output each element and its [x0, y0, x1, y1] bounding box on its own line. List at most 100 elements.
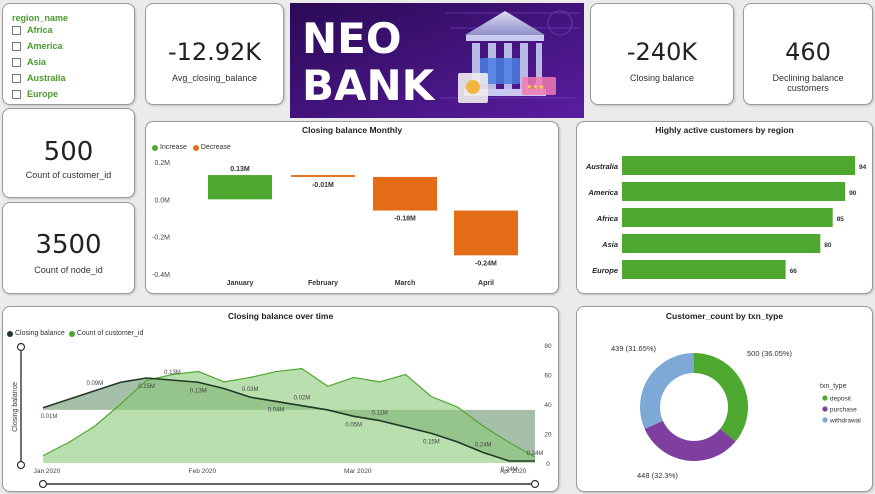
y2-tick-label: 40: [544, 402, 552, 409]
checkbox-icon[interactable]: [12, 73, 21, 83]
checkbox-icon[interactable]: [12, 25, 21, 35]
time-area-plot: 80 60 40 20 0 Closing balance 0.01M 0.09M 0.15M 0…: [12, 342, 552, 489]
waterfall-bar: [208, 175, 272, 200]
bank-building-icon: ★★★: [458, 11, 556, 103]
closing-balance-line: [42, 377, 535, 462]
time-chart-title: Closing balance over time: [227, 311, 334, 321]
horizontal-zoom-slider-handle: [530, 479, 540, 489]
banner-title-line1: NEO: [302, 14, 402, 63]
kpi-customers-label: Count of customer_id: [25, 170, 112, 180]
slicer-item-europe[interactable]: Europe: [12, 89, 58, 99]
region-bar-plot: Australia 94 America 90 Africa 85 Asia 80 Europe…: [585, 156, 867, 279]
slicer-item-africa[interactable]: Africa: [12, 25, 53, 35]
legend-customer-count: Count of customer_id: [68, 330, 143, 337]
region-slicer[interactable]: region_name Africa America Asia Australi…: [2, 3, 135, 105]
neo-bank-banner: ★★★ NEO BANK: [290, 3, 584, 118]
region-bar: [622, 234, 821, 253]
time-value-label: 0.02M: [294, 396, 311, 402]
region-data-label: 90: [849, 190, 857, 197]
x-tick-label: Feb 2020: [189, 468, 217, 475]
region-chart-title: Highly active customers by region: [655, 125, 794, 135]
donut-legend-title: txn_type: [820, 383, 847, 390]
time-value-label: 0.01M: [41, 414, 58, 420]
time-value-label: 0.09M: [86, 381, 103, 387]
legend-closing-balance: Closing balance: [7, 330, 65, 337]
kpi-customers-card: 500 Count of customer_id: [2, 108, 135, 198]
checkbox-icon[interactable]: [12, 41, 21, 51]
kpi-closing-value: -240K: [626, 38, 698, 66]
region-tick-label: Asia: [601, 240, 618, 249]
legend-increase: Increase: [152, 144, 187, 151]
y-tick-label: 0.0M: [154, 197, 170, 204]
slicer-title: region_name: [12, 13, 69, 23]
time-value-label: 0.24M: [501, 467, 518, 473]
x-tick-label: Jan 2020: [34, 468, 61, 475]
region-data-label: 66: [790, 268, 798, 275]
slicer-item-america[interactable]: America: [12, 41, 63, 51]
closing-over-time-chart[interactable]: Closing balance over time Closing balanc…: [2, 306, 559, 492]
y-tick-label: -0.2M: [152, 235, 170, 242]
region-tick-label: Europe: [592, 266, 618, 275]
region-activity-chart[interactable]: Highly active customers by region Austra…: [576, 121, 873, 294]
waterfall-data-label: -0.18M: [394, 216, 416, 223]
customer-count-line: [42, 367, 536, 458]
kpi-closing-card: -240K Closing balance: [590, 3, 734, 105]
monthly-closing-chart[interactable]: Closing balance Monthly Increase Decreas…: [145, 121, 559, 294]
donut-slice: [644, 420, 736, 461]
x-tick-label: February: [308, 280, 338, 287]
kpi-nodes-label: Count of node_id: [34, 265, 103, 275]
waterfall-bar: [454, 210, 518, 256]
kpi-avg-closing-card: -12.92K Avg_closing_balance: [145, 3, 284, 105]
region-tick-label: America: [587, 188, 618, 197]
donut-data-label: 439 (31.65%): [611, 344, 657, 353]
donut-data-label: 500 (36.05%): [747, 349, 793, 358]
waterfall-data-label: 0.13M: [230, 166, 250, 173]
waterfall-data-label: -0.24M: [475, 260, 497, 267]
x-tick-label: January: [227, 280, 254, 287]
y-tick-label: 0.2M: [154, 160, 170, 167]
kpi-closing-label: Closing balance: [629, 73, 695, 83]
customer-count-area: [43, 368, 535, 463]
checkbox-icon[interactable]: [12, 57, 21, 67]
horizontal-zoom-slider-handle: [38, 479, 48, 489]
kpi-nodes-card: 3500 Count of node_id: [2, 202, 135, 294]
vertical-zoom-slider-handle: [16, 460, 26, 470]
monthly-chart-title: Closing balance Monthly: [301, 125, 403, 135]
time-value-label: 0.04M: [268, 407, 285, 413]
region-data-label: 80: [824, 242, 832, 249]
kpi-customers-value: 500: [43, 137, 94, 167]
y-axis-title: Closing balance: [12, 382, 19, 432]
time-value-label: 0.24M: [475, 442, 492, 448]
checkbox-icon[interactable]: [12, 89, 21, 99]
banner-title-line2: BANK: [302, 61, 436, 110]
monthly-legend: Increase Decrease: [152, 144, 231, 151]
waterfall-bar: [373, 176, 437, 211]
donut-legend-label: withdrawal: [829, 418, 861, 425]
donut-legend-label: deposit: [830, 396, 851, 403]
donut-legend-marker: [822, 406, 828, 412]
slicer-item-australia[interactable]: Australia: [12, 73, 66, 83]
time-value-label: 0.15M: [423, 439, 440, 445]
kpi-declining-label: Declining balance customers: [772, 73, 844, 93]
time-value-label: 0.13M: [190, 388, 207, 394]
donut-legend-label: purchase: [830, 407, 857, 414]
time-value-label: 0.24M: [527, 451, 544, 457]
time-legend: Closing balance Count of customer_id: [7, 330, 143, 337]
x-tick-label: March: [395, 280, 416, 287]
donut-legend-marker: [822, 417, 828, 423]
donut-chart-title: Customer_count by txn_type: [665, 311, 784, 321]
x-tick-label: April: [478, 280, 494, 287]
banner-graphic: ★★★ NEO BANK: [290, 3, 584, 118]
y2-tick-label: 80: [544, 343, 552, 350]
y2-tick-label: 20: [544, 432, 552, 439]
waterfall-bar: [291, 175, 355, 177]
txn-type-donut-chart[interactable]: Customer_count by txn_type 500 (36.05%) 4…: [576, 306, 873, 492]
region-bar: [622, 260, 786, 279]
waterfall-plot: 0.2M 0.0M -0.2M -0.4M 0.13M January -0.01M Febr…: [152, 160, 518, 287]
time-value-label: 0.05M: [345, 422, 362, 428]
x-tick-label: Mar 2020: [344, 468, 372, 475]
donut-slice: [640, 353, 694, 429]
slicer-item-asia[interactable]: Asia: [12, 57, 46, 67]
kpi-avg-closing-value: -12.92K: [167, 38, 262, 66]
